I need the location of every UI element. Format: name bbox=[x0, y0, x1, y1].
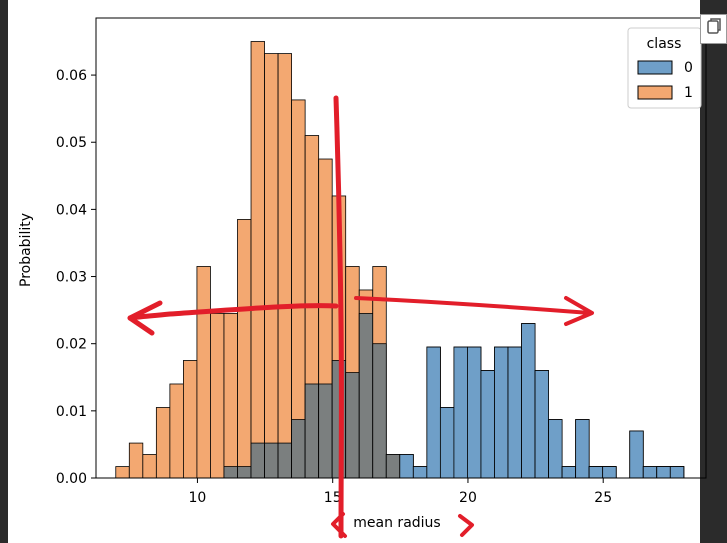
bar-class-0 bbox=[467, 346, 482, 479]
bar-class-0 bbox=[561, 466, 577, 479]
bar-overlap bbox=[304, 383, 320, 479]
bar-class-1 bbox=[115, 466, 130, 479]
bar-class-1 bbox=[210, 313, 225, 479]
bar-class-0 bbox=[412, 466, 428, 479]
legend: class 0 1 bbox=[627, 27, 702, 109]
bar-overlap bbox=[372, 343, 387, 479]
bar-class-0 bbox=[656, 466, 671, 479]
bar-class-1 bbox=[196, 266, 211, 479]
bar-class-1 bbox=[169, 383, 184, 479]
bar-overlap bbox=[250, 442, 265, 479]
bar-class-1 bbox=[250, 41, 265, 479]
bar-overlap bbox=[358, 313, 374, 479]
annotation-strokes bbox=[127, 95, 594, 539]
bar-class-1 bbox=[264, 53, 279, 479]
bar-class-0 bbox=[548, 419, 563, 479]
bar-overlap bbox=[264, 442, 279, 479]
x-axis-label: mean radius bbox=[353, 515, 440, 531]
legend-label-class-0: 0 bbox=[684, 60, 693, 76]
copy-icon bbox=[707, 18, 721, 34]
legend-label-class-1: 1 bbox=[684, 85, 693, 101]
annotation-right-arrow bbox=[354, 296, 592, 315]
x-axis: 10 15 20 25 bbox=[189, 478, 612, 506]
bar-class-0 bbox=[629, 430, 644, 479]
bar-class-0 bbox=[588, 466, 604, 479]
y-tick-label: 0.01 bbox=[56, 404, 87, 420]
bar-class-0 bbox=[521, 323, 536, 479]
bar-class-1 bbox=[237, 219, 252, 479]
bar-class-1 bbox=[183, 360, 198, 479]
legend-swatch-class-1 bbox=[637, 85, 673, 100]
bar-overlap bbox=[291, 419, 306, 479]
bar-overlap bbox=[345, 372, 360, 479]
bars-layer bbox=[115, 41, 685, 479]
annotation-right-arrowhead bbox=[564, 296, 594, 326]
bar-class-0 bbox=[399, 454, 414, 479]
bar-class-0 bbox=[575, 419, 590, 479]
y-tick-label: 0.06 bbox=[56, 68, 87, 84]
y-tick-label: 0.03 bbox=[56, 270, 87, 286]
copy-button[interactable] bbox=[700, 14, 727, 44]
y-tick-label: 0.05 bbox=[56, 135, 87, 151]
bar-class-0 bbox=[494, 346, 509, 479]
y-tick-label: 0.00 bbox=[56, 471, 87, 487]
annotation-left-arrow bbox=[127, 303, 339, 321]
annotation-left-arrowhead bbox=[127, 300, 163, 336]
bar-overlap bbox=[237, 466, 252, 479]
annotation-label-bracket-right bbox=[458, 514, 474, 537]
y-tick-label: 0.04 bbox=[56, 202, 87, 218]
y-axis: 0.00 0.01 0.02 0.03 0.04 0.05 0.06 bbox=[56, 68, 96, 487]
x-tick-label: 25 bbox=[594, 490, 612, 506]
x-tick-label: 20 bbox=[459, 490, 477, 506]
x-tick-label: 10 bbox=[189, 490, 207, 506]
annotation-vertical-line bbox=[333, 95, 344, 539]
bar-class-1 bbox=[277, 53, 293, 479]
bar-class-0 bbox=[602, 466, 617, 479]
bar-class-0 bbox=[480, 370, 495, 479]
y-axis-label: Probability bbox=[18, 213, 34, 287]
bar-class-0 bbox=[507, 346, 522, 479]
bar-class-0 bbox=[669, 466, 685, 479]
bar-overlap bbox=[277, 442, 293, 479]
bar-class-1 bbox=[155, 407, 171, 479]
bar-overlap bbox=[223, 466, 238, 479]
x-tick-label: 15 bbox=[324, 490, 342, 506]
legend-title: class bbox=[647, 36, 682, 52]
bar-class-0 bbox=[426, 346, 441, 479]
bar-class-0 bbox=[453, 346, 468, 479]
bar-class-0 bbox=[439, 407, 455, 479]
y-tick-label: 0.02 bbox=[56, 337, 87, 353]
annotation-label-bracket-left bbox=[331, 512, 347, 538]
plot-frame bbox=[95, 17, 707, 479]
bar-class-0 bbox=[534, 370, 549, 479]
bar-class-1 bbox=[223, 313, 238, 479]
bar-class-1 bbox=[128, 442, 144, 479]
bar-class-0 bbox=[642, 466, 658, 479]
bar-class-1 bbox=[142, 454, 157, 479]
bar-overlap bbox=[385, 454, 401, 479]
legend-swatch-class-0 bbox=[637, 60, 673, 75]
bar-overlap bbox=[318, 383, 333, 479]
